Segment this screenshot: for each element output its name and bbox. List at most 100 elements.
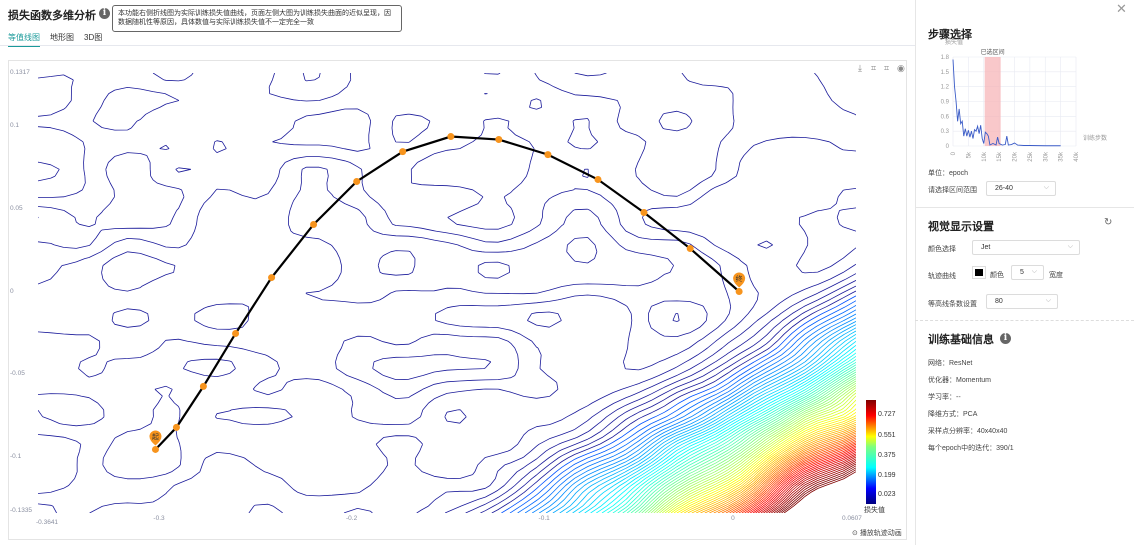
contour-line bbox=[501, 295, 856, 513]
contour-line bbox=[656, 387, 856, 513]
contour-line bbox=[559, 327, 856, 513]
contour-line bbox=[704, 427, 856, 513]
x-tick: -0.3 bbox=[153, 515, 165, 522]
loss-chart[interactable]: 1.8 1.5 1.2 0.9 0.6 0.3 00 5k 10k 15k 20k 25k 30k 35k… bbox=[920, 36, 1130, 166]
x-tick: 25k bbox=[1028, 151, 1034, 162]
crop-reset-icon[interactable]: ⌗ bbox=[884, 63, 890, 73]
refresh-icon[interactable]: ↻ bbox=[1104, 217, 1113, 228]
chevron-down-icon: ⌵ bbox=[1031, 268, 1037, 275]
color-label: 颜色选择 bbox=[928, 246, 956, 253]
contour-line bbox=[664, 395, 856, 513]
contour-line bbox=[783, 471, 856, 513]
contour-line bbox=[641, 376, 856, 513]
contour-line bbox=[776, 465, 856, 513]
y-tick: 0 bbox=[10, 287, 14, 295]
y-tick: 1.5 bbox=[941, 70, 950, 76]
x-tick: 15k bbox=[997, 151, 1003, 162]
contour-line bbox=[552, 324, 856, 513]
contour-line bbox=[667, 399, 856, 513]
contour-line bbox=[670, 403, 856, 513]
play-animation-button[interactable]: ⊙ 播放轨迹动画 bbox=[852, 528, 902, 538]
trajectory-point[interactable] bbox=[353, 178, 361, 186]
info-row: 优化器：Momentum bbox=[928, 377, 992, 384]
contour-line bbox=[538, 317, 856, 513]
contour-line bbox=[680, 415, 856, 513]
contour-line bbox=[760, 455, 856, 513]
trajectory-point[interactable] bbox=[686, 245, 694, 253]
divider bbox=[915, 320, 1134, 321]
contour-plot[interactable]: 起终 bbox=[0, 0, 915, 545]
contour-line bbox=[607, 355, 856, 513]
contour-line bbox=[781, 469, 856, 513]
track-color-label: 颜色 bbox=[990, 272, 1004, 279]
info-row: 网络：ResNet bbox=[928, 360, 973, 367]
y-tick: 0 bbox=[946, 144, 950, 150]
range-label: 请选择区间范围 bbox=[928, 187, 977, 194]
trajectory-point[interactable] bbox=[735, 288, 743, 296]
play-icon: ⊙ bbox=[852, 530, 860, 537]
crop-icon[interactable]: ⌗ bbox=[871, 63, 877, 73]
trajectory-point[interactable] bbox=[172, 423, 180, 431]
track-width-select[interactable]: 5 ⌵ bbox=[1011, 265, 1044, 280]
trajectory-point[interactable] bbox=[447, 133, 455, 141]
x-tick: 0 bbox=[731, 515, 735, 522]
contour-line bbox=[545, 321, 856, 513]
y-tick: 0.3 bbox=[941, 129, 950, 135]
trajectory-point[interactable] bbox=[310, 220, 318, 228]
tab-3d[interactable]: 3D图 bbox=[84, 33, 103, 42]
divider bbox=[915, 207, 1134, 208]
contour-line bbox=[601, 352, 856, 513]
tab-divider bbox=[0, 45, 915, 46]
close-icon[interactable]: ✕ bbox=[1116, 1, 1127, 16]
track-color-picker[interactable] bbox=[972, 266, 986, 279]
tab-terrain[interactable]: 地形图 bbox=[50, 33, 74, 42]
info-row: 学习率：-- bbox=[928, 394, 961, 401]
contour-line bbox=[757, 453, 856, 513]
start-marker[interactable]: 起 bbox=[149, 430, 162, 446]
trajectory-point[interactable] bbox=[232, 329, 240, 337]
colorbar-tick: 0.199 bbox=[878, 472, 896, 479]
contour-line bbox=[38, 73, 856, 513]
eye-icon[interactable]: ◉ bbox=[897, 63, 905, 73]
trajectory-line bbox=[154, 135, 740, 451]
tab-contour[interactable]: 等值线图 bbox=[8, 32, 40, 47]
trajectory-point[interactable] bbox=[495, 136, 503, 144]
contour-line bbox=[617, 361, 856, 513]
play-label: 播放轨迹动画 bbox=[859, 530, 902, 537]
x-tick: 35k bbox=[1059, 151, 1065, 162]
contour-line bbox=[659, 389, 856, 513]
end-marker[interactable]: 终 bbox=[733, 272, 746, 288]
range-select[interactable]: 26-40 ⌵ bbox=[986, 181, 1056, 196]
trajectory-point[interactable] bbox=[594, 176, 602, 184]
trajectory-point[interactable] bbox=[268, 274, 276, 282]
selected-range[interactable] bbox=[984, 57, 1001, 146]
contour-line bbox=[765, 458, 856, 513]
trajectory-point[interactable] bbox=[399, 148, 407, 156]
download-icon[interactable]: ⤓ bbox=[858, 63, 862, 73]
contour-line bbox=[465, 280, 856, 513]
y-tick: 1.8 bbox=[941, 55, 950, 61]
contour-line bbox=[673, 408, 856, 513]
info-icon[interactable]: i bbox=[1000, 333, 1011, 344]
contour-line bbox=[687, 419, 856, 513]
colormap-select[interactable]: Jet ⌵ bbox=[972, 240, 1080, 255]
contour-line bbox=[778, 467, 856, 513]
contour-line bbox=[747, 447, 856, 513]
contour-count-select[interactable]: 80 ⌵ bbox=[986, 294, 1058, 309]
trajectory-point[interactable] bbox=[151, 445, 159, 453]
contour-line bbox=[572, 333, 856, 513]
x-tick: 10k bbox=[982, 151, 988, 162]
contour-line bbox=[752, 450, 856, 513]
contour-line bbox=[630, 369, 856, 513]
colorbar bbox=[866, 400, 876, 504]
trajectory-point[interactable] bbox=[640, 209, 648, 217]
y-tick: 0.05 bbox=[10, 204, 23, 212]
info-icon[interactable]: i bbox=[99, 8, 110, 19]
x-tick: 40k bbox=[1074, 151, 1080, 162]
trajectory-point[interactable] bbox=[544, 151, 552, 159]
contour-line bbox=[524, 309, 856, 513]
contour-line bbox=[372, 237, 680, 380]
trajectory-point[interactable] bbox=[199, 382, 207, 390]
contour-line bbox=[700, 425, 856, 513]
contour-line bbox=[509, 300, 856, 513]
